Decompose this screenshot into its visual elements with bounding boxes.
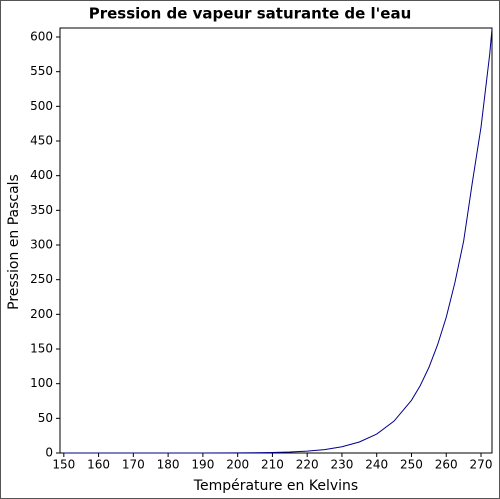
x-tick-label: 260 [435,458,458,472]
y-tick-label: 250 [30,272,53,286]
x-tick-label: 220 [296,458,319,472]
y-tick-label: 450 [30,134,53,148]
x-tick-label: 200 [226,458,249,472]
data-line [63,28,493,454]
x-tick-label: 150 [52,458,75,472]
y-tick-label: 350 [30,203,53,217]
chart-title: Pression de vapeur saturante de l'eau [89,5,412,23]
x-tick-label: 180 [157,458,180,472]
x-tick-label: 170 [122,458,145,472]
x-tick-label: 250 [400,458,423,472]
x-tick-label: 190 [191,458,214,472]
x-tick-label: 270 [470,458,493,472]
x-tick-label: 210 [261,458,284,472]
x-axis-label: Température en Kelvins [193,478,358,494]
y-tick-label: 550 [30,64,53,78]
x-tick-label: 240 [365,458,388,472]
y-tick-label: 200 [30,307,53,321]
y-tick-label: 300 [30,238,53,252]
y-tick-label: 400 [30,168,53,182]
y-tick-label: 50 [38,411,53,425]
plot-frame [59,27,493,454]
x-tick-label: 230 [330,458,353,472]
y-tick-label: 600 [30,30,53,44]
x-tick-label: 160 [87,458,110,472]
y-tick-label: 150 [30,342,53,356]
y-axis-label: Pression en Pascals [6,174,22,310]
y-tick-label: 0 [45,446,53,460]
y-tick-label: 100 [30,376,53,390]
y-tick-label: 500 [30,99,53,113]
